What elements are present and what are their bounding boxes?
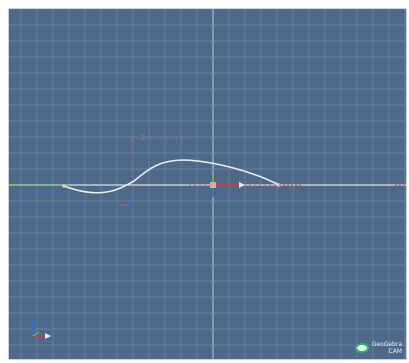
app-logo-icon: [354, 343, 369, 353]
3d-viewport[interactable]: Z: [8, 8, 407, 360]
curve-start-point[interactable]: [62, 184, 66, 188]
axis-indicator: [30, 317, 51, 339]
point-label: Z: [141, 135, 145, 142]
logo-line2: CAM: [388, 348, 402, 355]
move-gizmo[interactable]: [210, 175, 245, 197]
spline-curve[interactable]: [63, 159, 280, 194]
logo-text: GeoGebra CAM: [372, 341, 402, 355]
local-axis-dot: [127, 203, 131, 207]
viewport-canvas[interactable]: Z: [9, 9, 407, 360]
logo-line1: GeoGebra: [371, 341, 402, 348]
z-axis-arrow-head: [30, 317, 36, 323]
gizmo-center[interactable]: [210, 182, 216, 188]
y-axis-arrow-icon: [32, 331, 40, 337]
x-axis-arrow-head: [45, 333, 51, 339]
gizmo-x-head[interactable]: [239, 182, 245, 188]
app-logo: GeoGebra CAM: [354, 341, 402, 355]
construction-lines: [130, 138, 279, 187]
